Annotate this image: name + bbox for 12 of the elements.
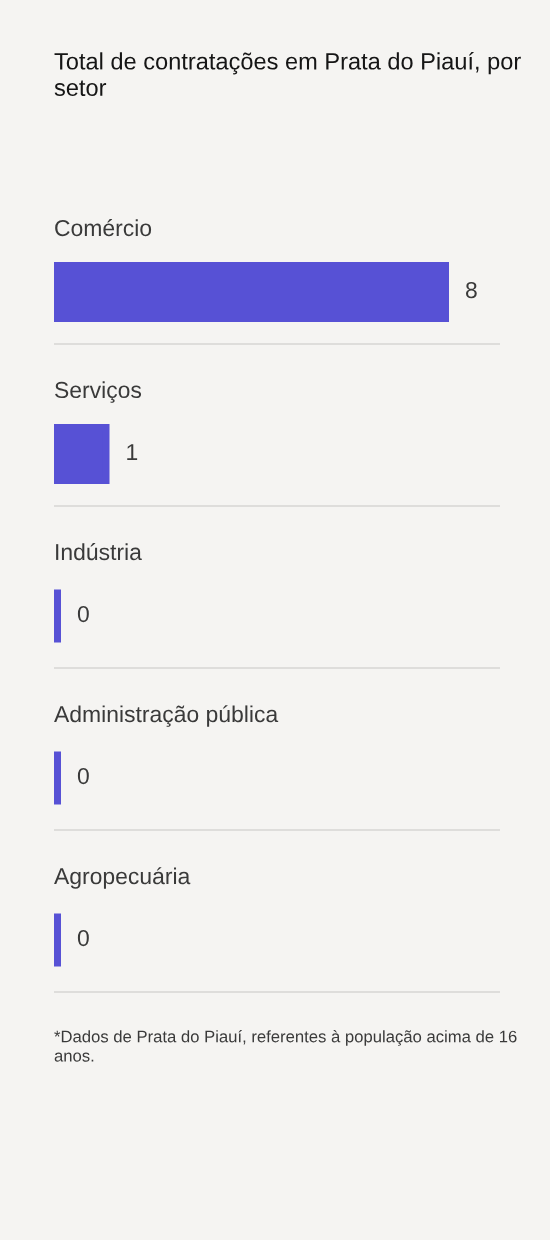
y-tick-label: Administração pública <box>54 705 279 727</box>
y-tick-label: Serviços <box>55 381 142 403</box>
y-tick-label: Comércio <box>55 219 152 237</box>
data-label: 8 <box>466 281 477 299</box>
data-label: 1 <box>127 444 138 460</box>
chart-title: Total de contratações em Prata do Piauí, por setor <box>54 52 521 97</box>
data-label: 0 <box>77 929 89 947</box>
y-tick-label: Indústria <box>56 543 142 561</box>
data-label: 0 <box>77 767 89 785</box>
y-tick-label: Agropecuária <box>54 867 191 889</box>
data-label: 0 <box>77 605 89 623</box>
text: *Dados de Prata do Piauí, referentes à população acima de 16 anos. <box>54 1030 517 1062</box>
